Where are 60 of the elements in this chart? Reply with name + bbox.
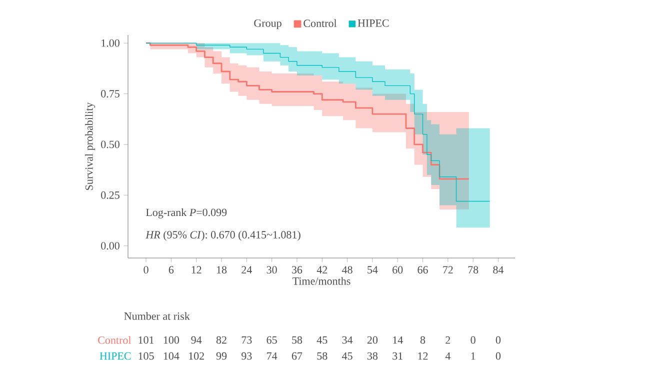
x-tick-label: 66 — [418, 266, 428, 274]
text: 94 — [191, 336, 202, 344]
x-axis-title: Time/months — [292, 277, 350, 285]
y-tick-label: 0.50 — [101, 140, 120, 148]
text: 99 — [216, 352, 227, 360]
text: 105 — [138, 352, 154, 360]
text: 74 — [267, 352, 278, 360]
text: 38 — [367, 352, 378, 360]
legend-label: Control — [304, 19, 337, 28]
text: 0 — [496, 352, 501, 360]
x-tick-label: 36 — [292, 266, 302, 274]
text: 31 — [392, 352, 402, 360]
text: 14 — [393, 336, 403, 344]
text: 73 — [242, 336, 252, 344]
y-axis-title: Survival probability — [85, 102, 96, 190]
annotation: HR (95% CI): 0.670 (0.415~1.081) — [146, 230, 300, 241]
text: 82 — [216, 336, 226, 344]
text: 102 — [189, 352, 204, 360]
text: 0 — [496, 336, 501, 344]
y-tick-label: 0.25 — [101, 191, 120, 199]
x-tick-label: 24 — [242, 266, 252, 274]
text: 1 — [471, 352, 476, 360]
text: 2 — [446, 336, 450, 344]
text: 45 — [316, 336, 328, 344]
x-tick-label: 6 — [168, 266, 174, 274]
x-tick-label: 18 — [216, 266, 227, 274]
text: 65 — [266, 336, 277, 344]
text: 101 — [138, 336, 154, 344]
x-tick-label: 42 — [316, 266, 328, 274]
y-tick-label: 0.00 — [101, 242, 120, 250]
annotation: Log-rank P=0.099 — [146, 208, 227, 218]
text: 20 — [367, 336, 378, 344]
text: 45 — [342, 352, 352, 360]
y-tick-label: 1.00 — [102, 39, 120, 47]
text: 93 — [242, 352, 252, 360]
legend-title: Group — [254, 19, 282, 30]
text: 34 — [342, 336, 353, 344]
x-tick-label: 72 — [443, 266, 453, 274]
text: 58 — [292, 336, 302, 344]
text: 8 — [420, 336, 426, 344]
x-tick-label: 84 — [493, 266, 504, 274]
text: 12 — [418, 352, 428, 360]
text: 4 — [445, 352, 450, 360]
x-tick-label: 12 — [192, 266, 202, 274]
y-tick-label: 0.75 — [101, 90, 120, 98]
text: Control — [98, 336, 132, 344]
x-tick-label: 54 — [368, 266, 378, 274]
text: 104 — [164, 352, 180, 360]
text: 58 — [317, 352, 328, 360]
text: 67 — [292, 352, 302, 360]
text: HIPEC — [100, 352, 131, 360]
legend-label: HIPEC — [358, 19, 389, 27]
x-tick-label: 48 — [342, 266, 352, 274]
text: Number at risk — [124, 312, 190, 320]
text: 100 — [164, 336, 180, 344]
x-tick-label: 0 — [144, 266, 148, 274]
x-tick-label: 60 — [392, 266, 403, 274]
x-tick-label: 30 — [266, 266, 277, 274]
text: 0 — [470, 336, 476, 344]
x-tick-label: 78 — [468, 266, 478, 274]
